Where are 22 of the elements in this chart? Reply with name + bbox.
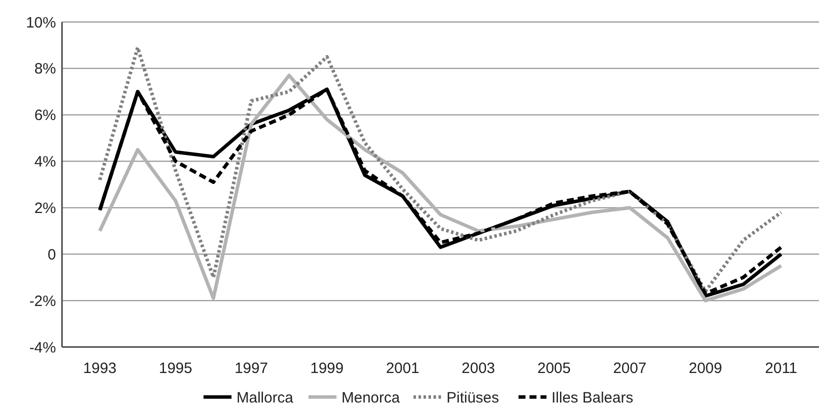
- y-tick-label: 2%: [34, 200, 56, 217]
- x-tick-label: 2001: [386, 360, 420, 377]
- legend-label: Menorca: [342, 389, 401, 406]
- x-tick-label: 1999: [310, 360, 344, 377]
- y-tick-label: 0: [48, 246, 56, 264]
- legend-label: Mallorca: [236, 389, 294, 406]
- y-tick-label: -2%: [29, 292, 56, 310]
- y-tick-label: 4%: [34, 154, 56, 171]
- y-tick-label: -4%: [29, 339, 56, 356]
- x-tick-label: 2011: [765, 360, 798, 377]
- y-tick-label: 10%: [26, 14, 56, 32]
- x-tick-label: 2005: [537, 360, 571, 377]
- x-tick-label: 1993: [83, 360, 117, 377]
- legend-label: Pitiüses: [446, 389, 500, 406]
- x-tick-label: 2009: [688, 360, 722, 377]
- legend-label: Illes Balears: [552, 389, 634, 406]
- x-tick-label: 2003: [462, 360, 496, 377]
- y-tick-label: 8%: [34, 60, 56, 78]
- x-tick-label: 1995: [158, 360, 192, 377]
- x-tick-label: 2007: [613, 360, 646, 377]
- y-tick-label: 6%: [34, 107, 56, 124]
- x-tick-label: 1997: [234, 360, 268, 377]
